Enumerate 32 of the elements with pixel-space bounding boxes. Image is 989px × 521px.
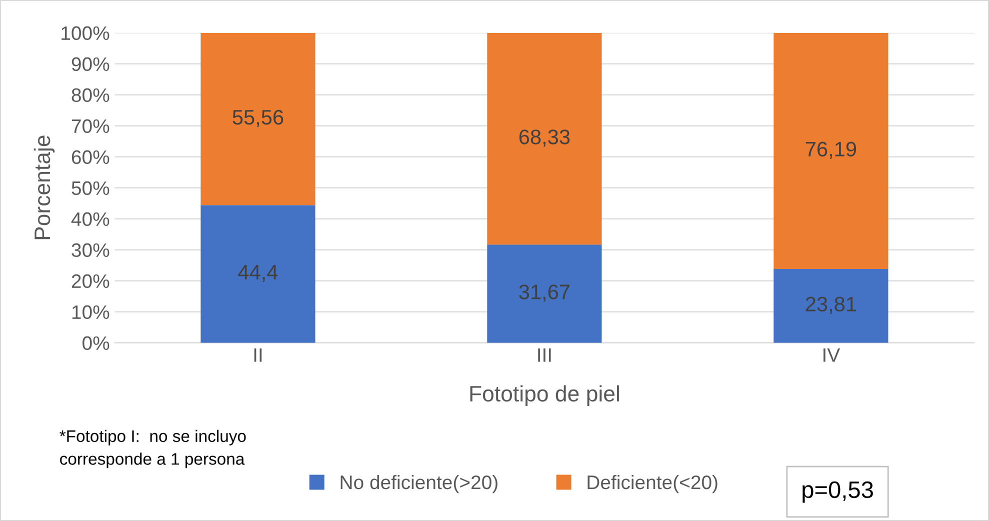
y-tick-label: 50%	[72, 181, 110, 196]
y-tick-label: 90%	[72, 57, 110, 72]
bar	[487, 32, 602, 245]
data-label: 68,33	[519, 130, 570, 147]
y-tick-label: 0%	[82, 336, 110, 350]
data-label: 76,19	[806, 142, 856, 159]
bar	[774, 32, 888, 270]
legend-label: Deficiente(<20)	[588, 474, 718, 494]
y-tick-label: 20%	[72, 274, 110, 288]
y-axis-title: Porcentaje	[34, 136, 55, 240]
data-label: 44,4	[238, 265, 278, 282]
data-label: 31,67	[519, 284, 570, 302]
bar	[774, 269, 888, 343]
y-tick-label: 100%	[62, 26, 110, 40]
bar	[200, 205, 316, 343]
bar	[200, 32, 316, 206]
data-label: 23,81	[806, 296, 856, 314]
x-tick-label: II	[254, 348, 262, 362]
bar	[487, 244, 602, 343]
data-label: 55,56	[232, 110, 284, 128]
y-tick-label: 70%	[72, 119, 110, 134]
y-tick-label: 30%	[72, 243, 110, 258]
text: p=0,53	[802, 481, 873, 503]
y-tick-label: 40%	[71, 212, 110, 226]
x-axis-title: Fototipo de piel	[470, 385, 619, 406]
text: *Fototipo I: no se incluyo corresponde a 1 persona	[60, 430, 246, 468]
legend-label: No deficiente(>20)	[340, 474, 498, 494]
y-tick-label: 80%	[72, 88, 110, 102]
y-tick-label: 60%	[72, 150, 110, 164]
y-tick-label: 10%	[72, 305, 110, 320]
x-tick-label: IV	[824, 348, 840, 362]
x-tick-label: III	[538, 348, 551, 362]
